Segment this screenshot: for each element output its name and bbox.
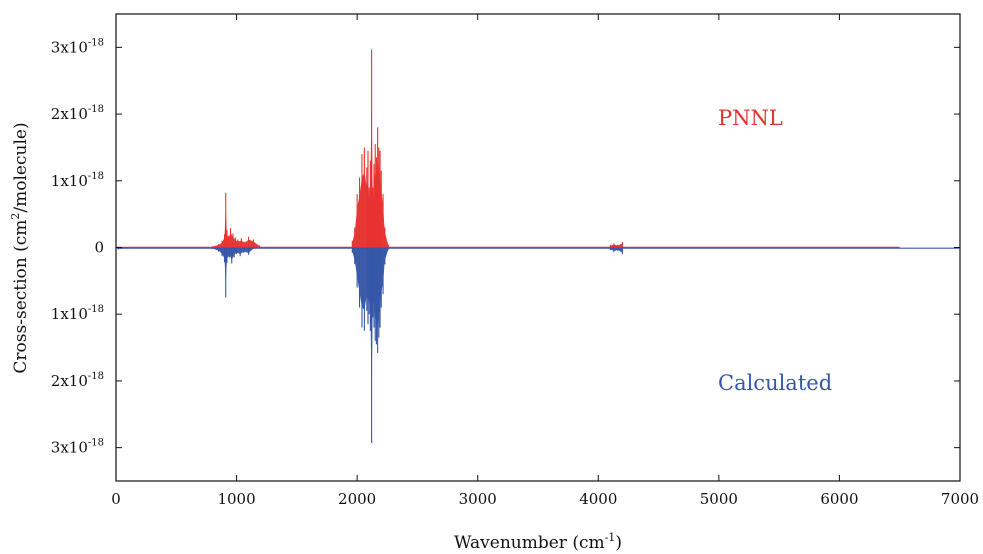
x-tick-label: 1000 bbox=[217, 490, 255, 508]
y-tick-label: 1x10-18 bbox=[51, 304, 104, 323]
x-tick-label: 3000 bbox=[459, 490, 497, 508]
axis-layer: 0 1000 2000 3000 4000 5000 6000 7000 3x10-18 2x10… bbox=[51, 14, 979, 508]
pnnl-band bbox=[610, 243, 623, 248]
y-tick-label: 2x10-18 bbox=[51, 371, 104, 390]
y-tick-label: 1x10-18 bbox=[51, 171, 104, 190]
y-tick-label: 0 bbox=[94, 239, 104, 257]
pnnl-band bbox=[352, 98, 389, 248]
calculated-band bbox=[352, 247, 389, 395]
y-tick-label: 2x10-18 bbox=[51, 104, 104, 123]
y-axis-label: Cross-section (cm2/molecule) bbox=[9, 122, 31, 373]
calculated-band bbox=[212, 247, 254, 286]
x-tick-label: 5000 bbox=[700, 490, 738, 508]
series-label-pnnl: PNNL bbox=[718, 106, 783, 130]
x-tick-label: 0 bbox=[111, 490, 121, 508]
x-tick-label: 6000 bbox=[820, 490, 858, 508]
x-tick-label: 2000 bbox=[338, 490, 376, 508]
y-tick-label: 3x10-18 bbox=[51, 438, 104, 457]
y-tick-label: 3x10-18 bbox=[51, 37, 104, 56]
calculated-band bbox=[610, 247, 623, 253]
pnnl-band bbox=[212, 206, 260, 248]
series-layer bbox=[116, 49, 960, 443]
series-label-calculated: Calculated bbox=[718, 371, 832, 395]
x-tick-label: 4000 bbox=[579, 490, 617, 508]
x-axis-label: Wavenumber (cm-1) bbox=[454, 531, 622, 553]
x-tick-label: 7000 bbox=[941, 490, 979, 508]
